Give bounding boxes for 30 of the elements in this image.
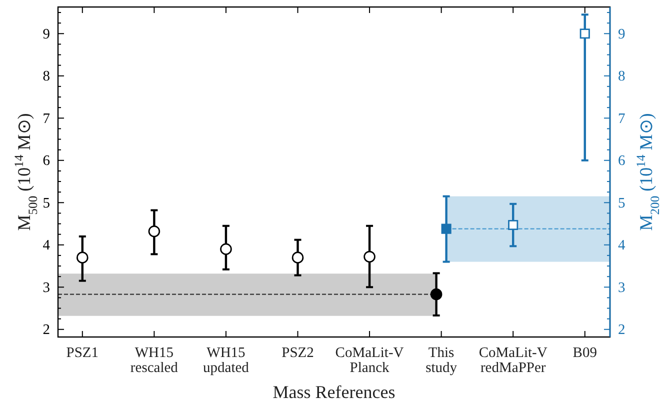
point <box>364 250 376 263</box>
y-tick-label: 9 <box>42 26 50 42</box>
y2-tick-label: 3 <box>618 280 626 296</box>
y2-tick-label: 5 <box>618 195 626 212</box>
y2-tick-label: 2 <box>618 322 626 338</box>
y-tick-label: 4 <box>42 238 51 254</box>
x-tick-label: This study <box>426 344 458 376</box>
x-tick-label: CoMaLit-V Planck <box>335 344 404 376</box>
x-tick-label: B09 <box>572 344 597 361</box>
x-tick-label: CoMaLit-V redMaPPer <box>478 344 548 376</box>
point <box>148 225 160 238</box>
x-tick-label: WH15 rescaled <box>130 344 179 376</box>
point <box>220 243 232 256</box>
y2-tick-label: 7 <box>618 110 626 127</box>
point <box>76 252 88 264</box>
x-tick-label: PSZ1 <box>66 344 99 361</box>
y2-tick-label: 4 <box>618 238 626 254</box>
y-tick-label: 5 <box>42 195 50 212</box>
y-tick-label: 8 <box>42 68 50 85</box>
y-tick-label: 6 <box>42 153 50 170</box>
y2-tick-label: 6 <box>618 153 626 170</box>
y2-tick-label: 8 <box>618 68 626 85</box>
y2-tick-label: 9 <box>618 26 626 42</box>
y-tick-label: 2 <box>42 322 50 338</box>
point <box>292 252 304 264</box>
y-tick-label: 3 <box>42 280 50 296</box>
x-axis-title: Mass References <box>272 382 396 402</box>
x-tick-label: PSZ2 <box>282 344 314 361</box>
x-tick-label: WH15 updated <box>203 344 250 376</box>
y-tick-label: 7 <box>42 110 50 127</box>
